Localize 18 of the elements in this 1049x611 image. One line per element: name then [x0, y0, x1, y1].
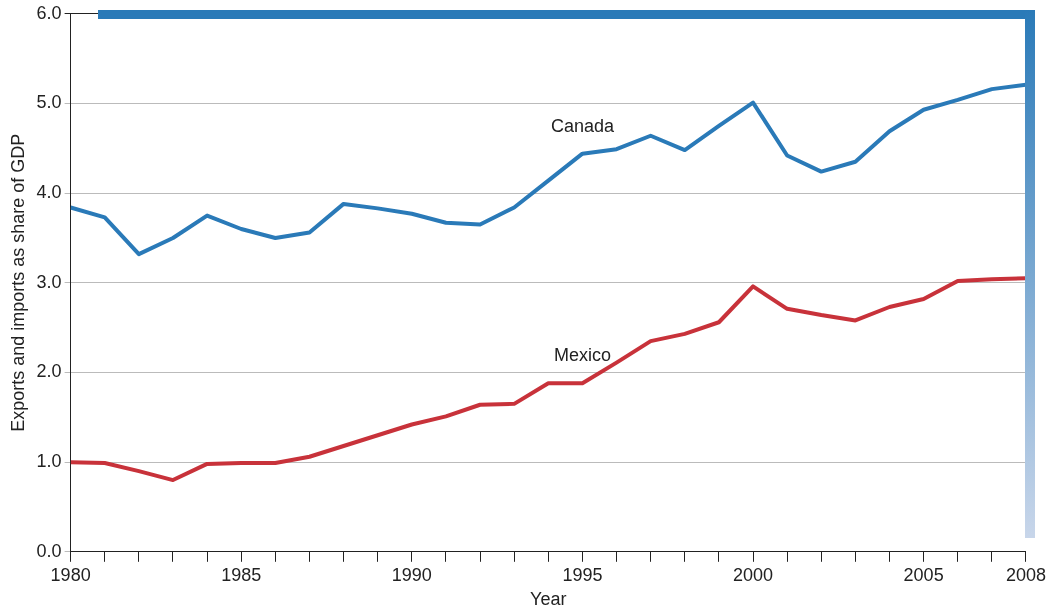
- series-label: Canada: [550, 115, 615, 136]
- y-tick-label: 1.0: [36, 451, 62, 472]
- x-tick-label: 1995: [562, 564, 603, 585]
- x-tick-label: 1985: [221, 564, 262, 585]
- x-tick-label: 2005: [903, 564, 944, 585]
- x-tick-label: 2000: [733, 564, 774, 585]
- x-tick-label: 2008: [1005, 564, 1046, 585]
- y-tick-label: 6.0: [36, 2, 62, 23]
- x-axis-title: Year: [530, 589, 567, 610]
- y-tick-label: 0.0: [36, 540, 62, 561]
- y-tick-label: 3.0: [36, 271, 62, 292]
- y-tick-label: 4.0: [36, 182, 62, 203]
- x-tick-label: 1980: [50, 564, 91, 585]
- y-tick-label: 5.0: [36, 92, 62, 113]
- x-tick-label: 1990: [391, 564, 432, 585]
- y-axis-title: Exports and imports as share of GDP: [7, 133, 28, 432]
- y-tick-label: 2.0: [36, 361, 62, 382]
- series-label: Mexico: [553, 345, 611, 366]
